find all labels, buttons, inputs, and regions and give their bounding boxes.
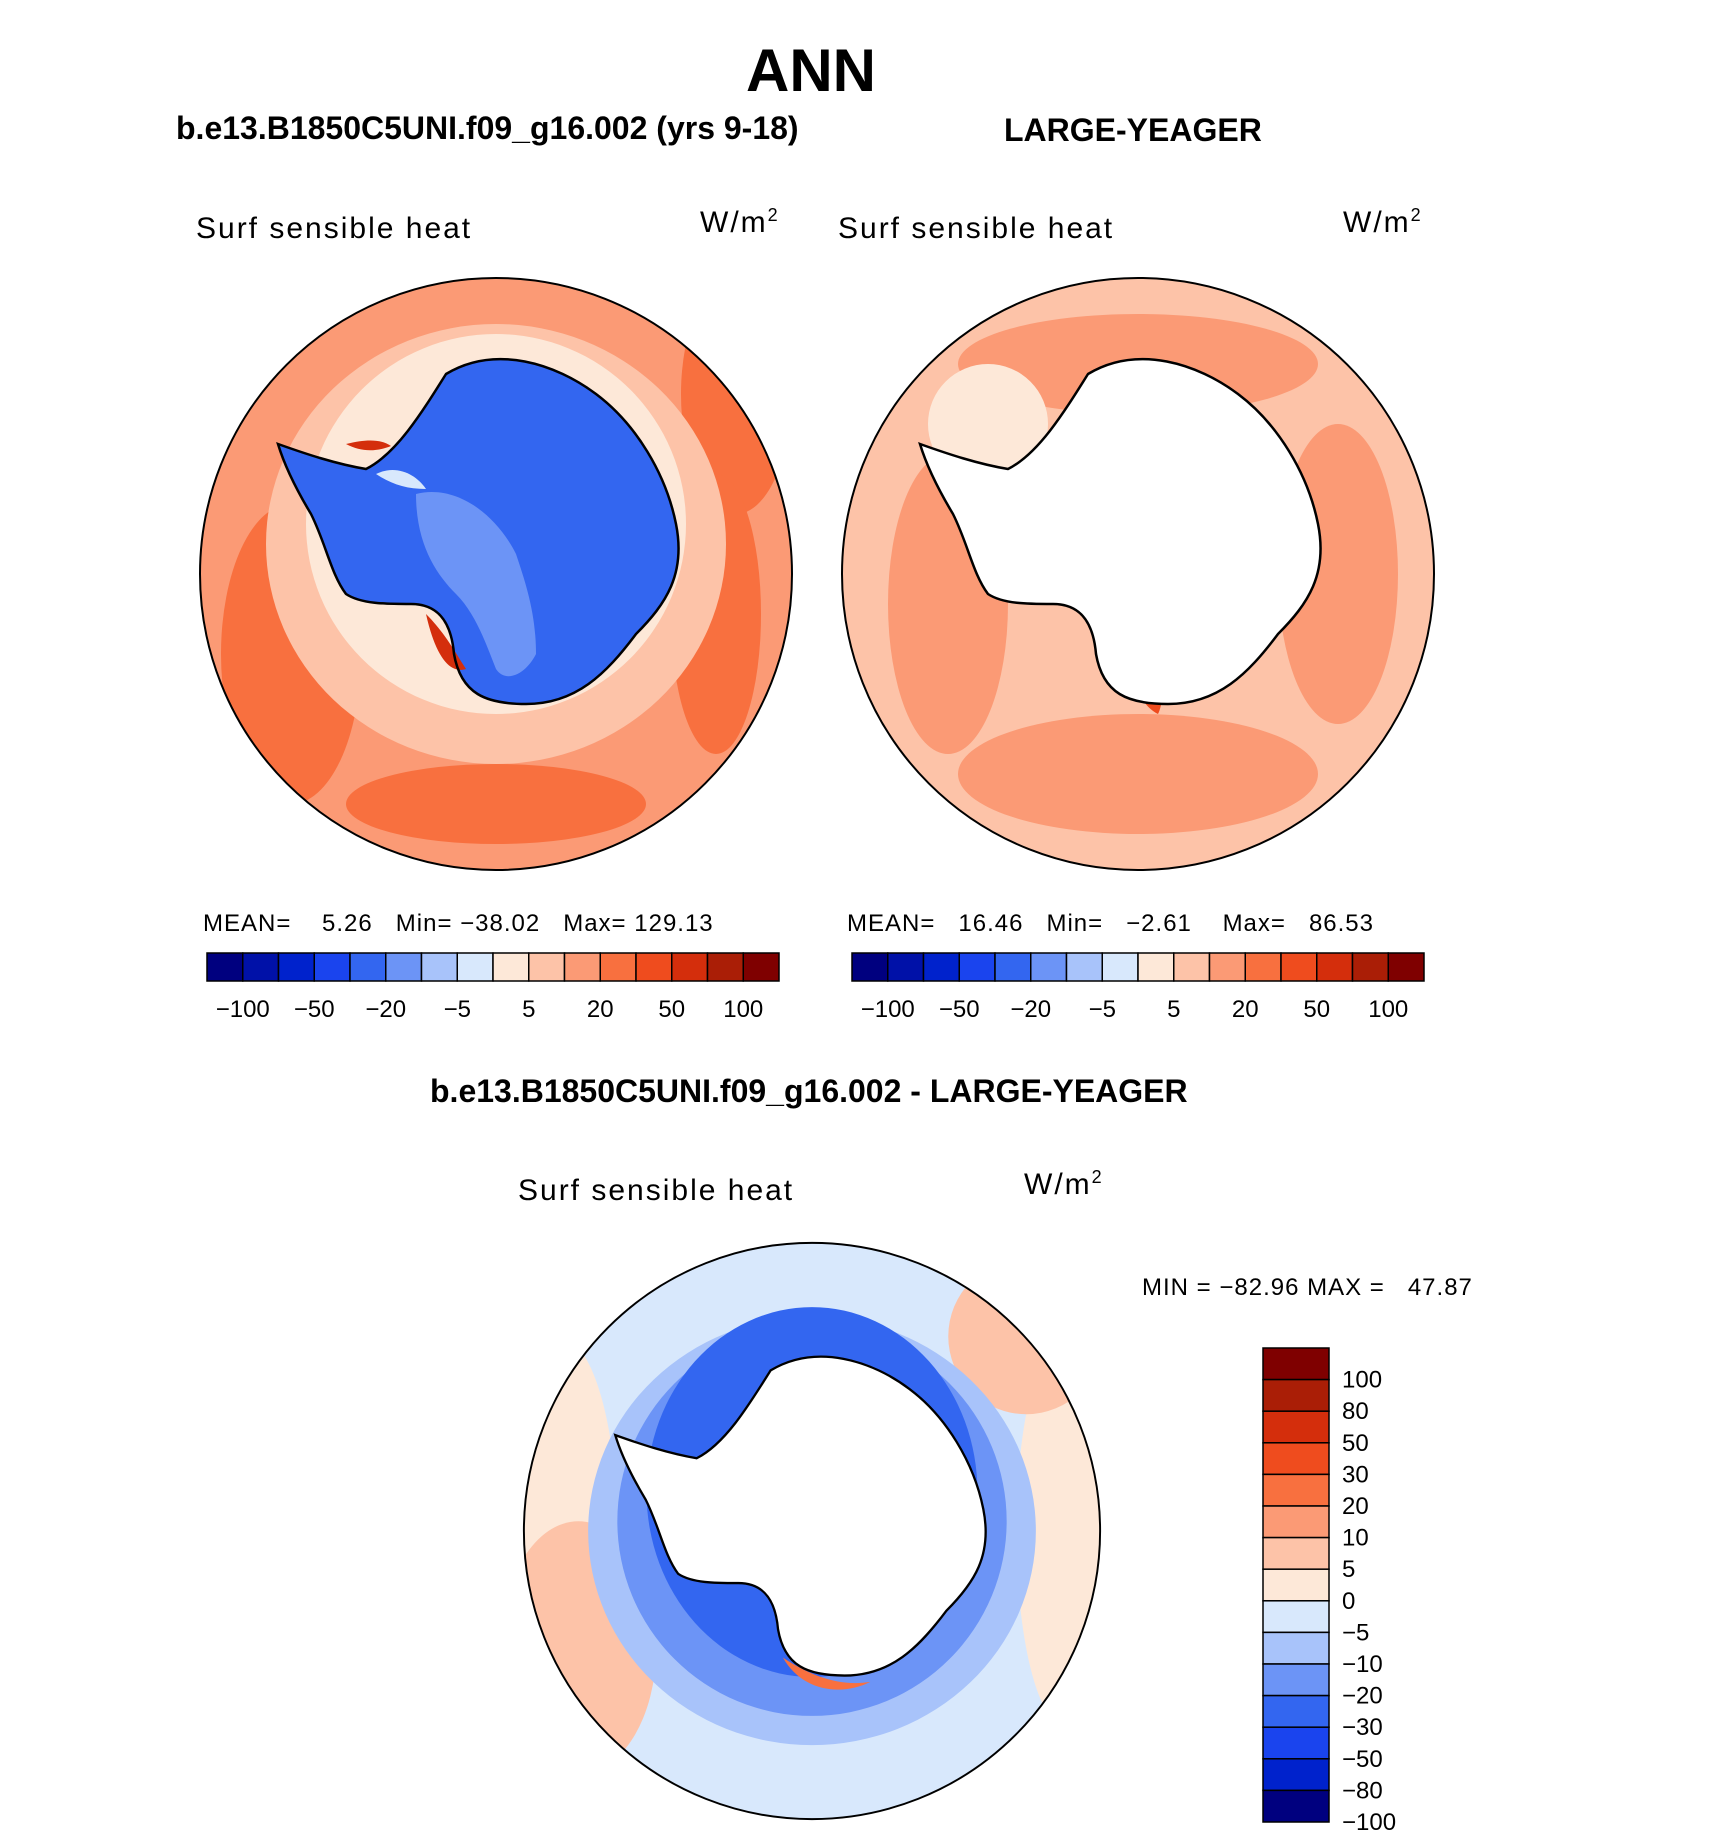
colorbar-tick-label: −20 bbox=[365, 996, 406, 1023]
colorbar-swatch bbox=[1262, 1473, 1330, 1507]
colorbar-tick-label: 5 bbox=[522, 996, 535, 1023]
colorbar-tick-label: −20 bbox=[1342, 1683, 1383, 1710]
colorbar-swatch bbox=[1262, 1631, 1330, 1665]
panel-2-units: W/m2 bbox=[1343, 205, 1423, 239]
panel-1-units: W/m2 bbox=[700, 205, 780, 239]
colorbar-swatch bbox=[599, 952, 637, 982]
colorbar-tick-label: −10 bbox=[1342, 1651, 1383, 1678]
colorbar-swatch bbox=[851, 952, 889, 982]
colorbar-tick-label: −20 bbox=[1010, 996, 1051, 1023]
colorbar-swatch bbox=[1101, 952, 1139, 982]
colorbar-swatch bbox=[242, 952, 280, 982]
colorbar-swatch bbox=[1280, 952, 1318, 982]
colorbar-swatch bbox=[1316, 952, 1354, 982]
colorbar-swatch bbox=[420, 952, 458, 982]
colorbar-swatch bbox=[1262, 1568, 1330, 1602]
panel-1-variable: Surf sensible heat bbox=[196, 212, 473, 245]
colorbar-swatch bbox=[277, 952, 315, 982]
colorbar-tick-label: 10 bbox=[1342, 1525, 1369, 1552]
panel-2-polar-map bbox=[841, 277, 1435, 871]
colorbar-tick-label: 50 bbox=[1342, 1430, 1369, 1457]
colorbar-tick-label: 100 bbox=[1342, 1367, 1382, 1394]
colorbar-tick-label: 5 bbox=[1342, 1556, 1355, 1583]
colorbar-tick-label: 80 bbox=[1342, 1398, 1369, 1425]
colorbar-swatch bbox=[1030, 952, 1068, 982]
panel-1-stats: MEAN= 5.26 Min= −38.02 Max= 129.13 bbox=[203, 910, 714, 937]
colorbar-tick-label: −100 bbox=[216, 996, 270, 1023]
colorbar-swatch bbox=[887, 952, 925, 982]
colorbar-tick-label: −100 bbox=[861, 996, 915, 1023]
colorbar-tick-label: 20 bbox=[1232, 996, 1259, 1023]
colorbar-swatch bbox=[706, 952, 744, 982]
colorbar-swatch bbox=[1387, 952, 1425, 982]
colorbar-swatch bbox=[1262, 1758, 1330, 1792]
colorbar-tick-label: 50 bbox=[1303, 996, 1330, 1023]
colorbar-swatch bbox=[1262, 1442, 1330, 1476]
colorbar-swatch bbox=[1262, 1789, 1330, 1823]
panel-2-variable: Surf sensible heat bbox=[838, 212, 1115, 245]
colorbar-swatch bbox=[456, 952, 494, 982]
colorbar-tick-label: −5 bbox=[444, 996, 471, 1023]
colorbar-swatch bbox=[1262, 1663, 1330, 1697]
colorbar-swatch bbox=[206, 952, 244, 982]
colorbar-tick-label: −30 bbox=[1342, 1714, 1383, 1741]
colorbar-swatch bbox=[1262, 1600, 1330, 1634]
colorbar-swatch bbox=[492, 952, 530, 982]
colorbar-swatch bbox=[1262, 1347, 1330, 1381]
colorbar-swatch bbox=[385, 952, 423, 982]
colorbar-swatch bbox=[671, 952, 709, 982]
colorbar-tick-label: −5 bbox=[1089, 996, 1116, 1023]
colorbar-tick-label: −80 bbox=[1342, 1777, 1383, 1804]
colorbar-tick-label: 20 bbox=[1342, 1493, 1369, 1520]
colorbar-swatch bbox=[1262, 1505, 1330, 1539]
panel-2-heading: LARGE-YEAGER bbox=[1004, 112, 1262, 148]
colorbar-swatch bbox=[922, 952, 960, 982]
colorbar-swatch bbox=[1137, 952, 1175, 982]
colorbar-swatch bbox=[528, 952, 566, 982]
panel-2-colorbar: −100 −50 −20 −5 5 20 50 100 bbox=[851, 952, 1425, 1023]
colorbar-swatch bbox=[635, 952, 673, 982]
colorbar-swatch bbox=[1351, 952, 1389, 982]
colorbar-swatch bbox=[742, 952, 780, 982]
colorbar-swatch bbox=[1262, 1726, 1330, 1760]
panel-3-heading: b.e13.B1850C5UNI.f09_g16.002 - LARGE-YEA… bbox=[430, 1073, 1188, 1109]
colorbar-tick-label: 0 bbox=[1342, 1588, 1355, 1615]
panel-1-polar-map bbox=[199, 277, 793, 871]
colorbar-swatch bbox=[1244, 952, 1282, 982]
colorbar-swatch bbox=[958, 952, 996, 982]
panel-2-stats: MEAN= 16.46 Min= −2.61 Max= 86.53 bbox=[847, 910, 1374, 937]
colorbar-tick-label: 30 bbox=[1342, 1461, 1369, 1488]
colorbar-swatch bbox=[1208, 952, 1246, 982]
colorbar-swatch bbox=[1262, 1536, 1330, 1570]
colorbar-swatch bbox=[313, 952, 351, 982]
colorbar-tick-label: 100 bbox=[723, 996, 763, 1023]
colorbar-tick-label: 5 bbox=[1167, 996, 1180, 1023]
colorbar-swatch bbox=[1262, 1378, 1330, 1412]
panel-3-polar-map bbox=[522, 1241, 1102, 1821]
panel-3-stats: MIN = −82.96 MAX = 47.87 bbox=[1142, 1274, 1473, 1301]
colorbar-tick-label: −5 bbox=[1342, 1619, 1369, 1646]
colorbar-tick-label: −50 bbox=[1342, 1746, 1383, 1773]
page-title: ANN bbox=[746, 37, 876, 104]
colorbar-swatch bbox=[1173, 952, 1211, 982]
colorbar-tick-label: −100 bbox=[1342, 1809, 1396, 1836]
colorbar-swatch bbox=[1262, 1410, 1330, 1444]
panel-1-heading: b.e13.B1850C5UNI.f09_g16.002 (yrs 9-18) bbox=[176, 110, 799, 146]
colorbar-tick-label: 20 bbox=[587, 996, 614, 1023]
colorbar-tick-label: −50 bbox=[939, 996, 980, 1023]
colorbar-swatch bbox=[563, 952, 601, 982]
colorbar-swatch bbox=[349, 952, 387, 982]
panel-3-variable: Surf sensible heat bbox=[518, 1174, 795, 1207]
panel-3-units: W/m2 bbox=[1024, 1167, 1104, 1201]
colorbar-tick-label: −50 bbox=[294, 996, 335, 1023]
colorbar-tick-label: 100 bbox=[1368, 996, 1408, 1023]
colorbar-swatch bbox=[1262, 1694, 1330, 1728]
panel-1-colorbar: −100 −50 −20 −5 5 20 50 100 bbox=[206, 952, 780, 1023]
colorbar-tick-label: 50 bbox=[658, 996, 685, 1023]
colorbar-swatch bbox=[1065, 952, 1103, 982]
colorbar-swatch bbox=[994, 952, 1032, 982]
